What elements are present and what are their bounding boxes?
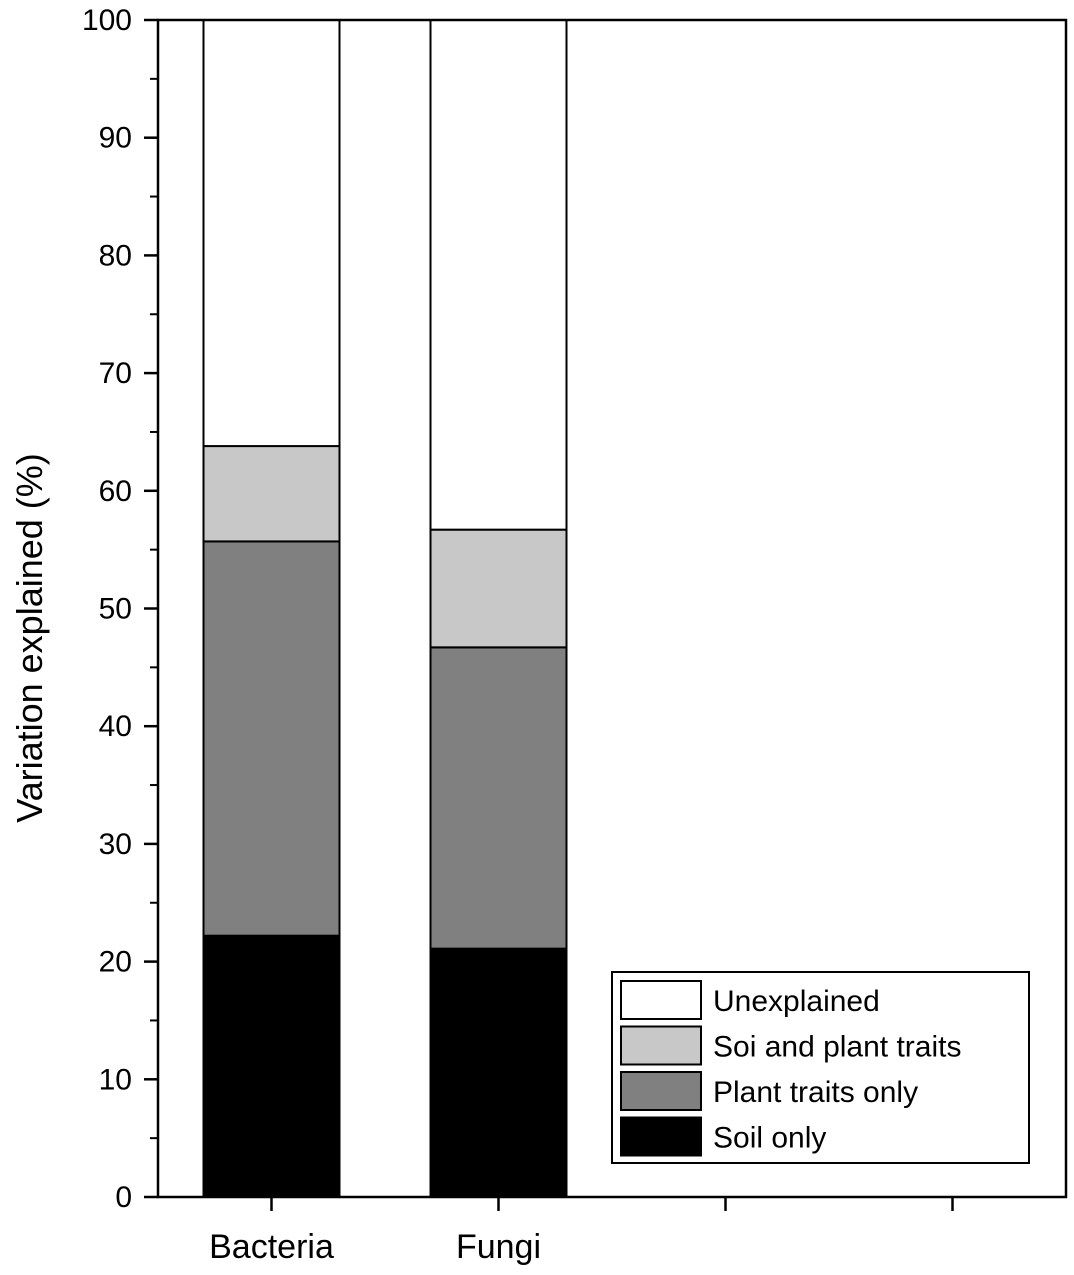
bar-segment-fungi-soil-only [429, 947, 568, 1199]
y-tick-label: 60 [99, 475, 132, 508]
legend-label-soil-only: Soil only [713, 1122, 826, 1155]
bar-segment-bacteria-soi-and-plant-traits [202, 445, 341, 543]
y-tick-label: 10 [99, 1063, 132, 1096]
y-tick-label: 20 [99, 946, 132, 979]
legend-label-soi-and-plant-traits: Soi and plant traits [713, 1031, 961, 1064]
bar-segment-bacteria-unexplained [202, 19, 341, 448]
bar-segment-bacteria-plant-traits-only [202, 540, 341, 937]
x-category-label: Bacteria [209, 1228, 334, 1266]
legend-label-plant-traits-only: Plant traits only [713, 1076, 918, 1109]
bar-segment-fungi-soi-and-plant-traits [429, 528, 568, 649]
legend-swatch-unexplained [620, 980, 702, 1020]
y-tick-label: 70 [99, 357, 132, 390]
legend-swatch-plant-traits-only [620, 1071, 702, 1111]
legend-swatch-soil-only [620, 1116, 702, 1157]
legend: Unexplained Soi and plant traits Plant tra… [611, 971, 1030, 1164]
y-tick-label: 40 [99, 710, 132, 743]
y-tick-label: 50 [99, 593, 132, 626]
x-category-label: Fungi [456, 1228, 541, 1266]
bar-layer [202, 19, 568, 1199]
y-tick-label: 100 [82, 4, 132, 37]
y-tick-label: 0 [115, 1181, 132, 1214]
y-tick-label: 80 [99, 239, 132, 272]
y-tick-label: 30 [99, 828, 132, 861]
legend-label-unexplained: Unexplained [713, 985, 880, 1018]
legend-swatch-soi-and-plant-traits [620, 1025, 702, 1066]
axes: 0 10 20 30 40 50 60 70 80 90 100 Bacteria Fungi [82, 4, 1068, 1266]
bar-segment-fungi-unexplained [429, 19, 568, 531]
bar-segment-fungi-plant-traits-only [429, 646, 568, 950]
y-axis-title: Variation explained (%) [9, 453, 50, 823]
y-tick-label: 90 [99, 122, 132, 155]
bar-segment-bacteria-soil-only [202, 934, 341, 1198]
